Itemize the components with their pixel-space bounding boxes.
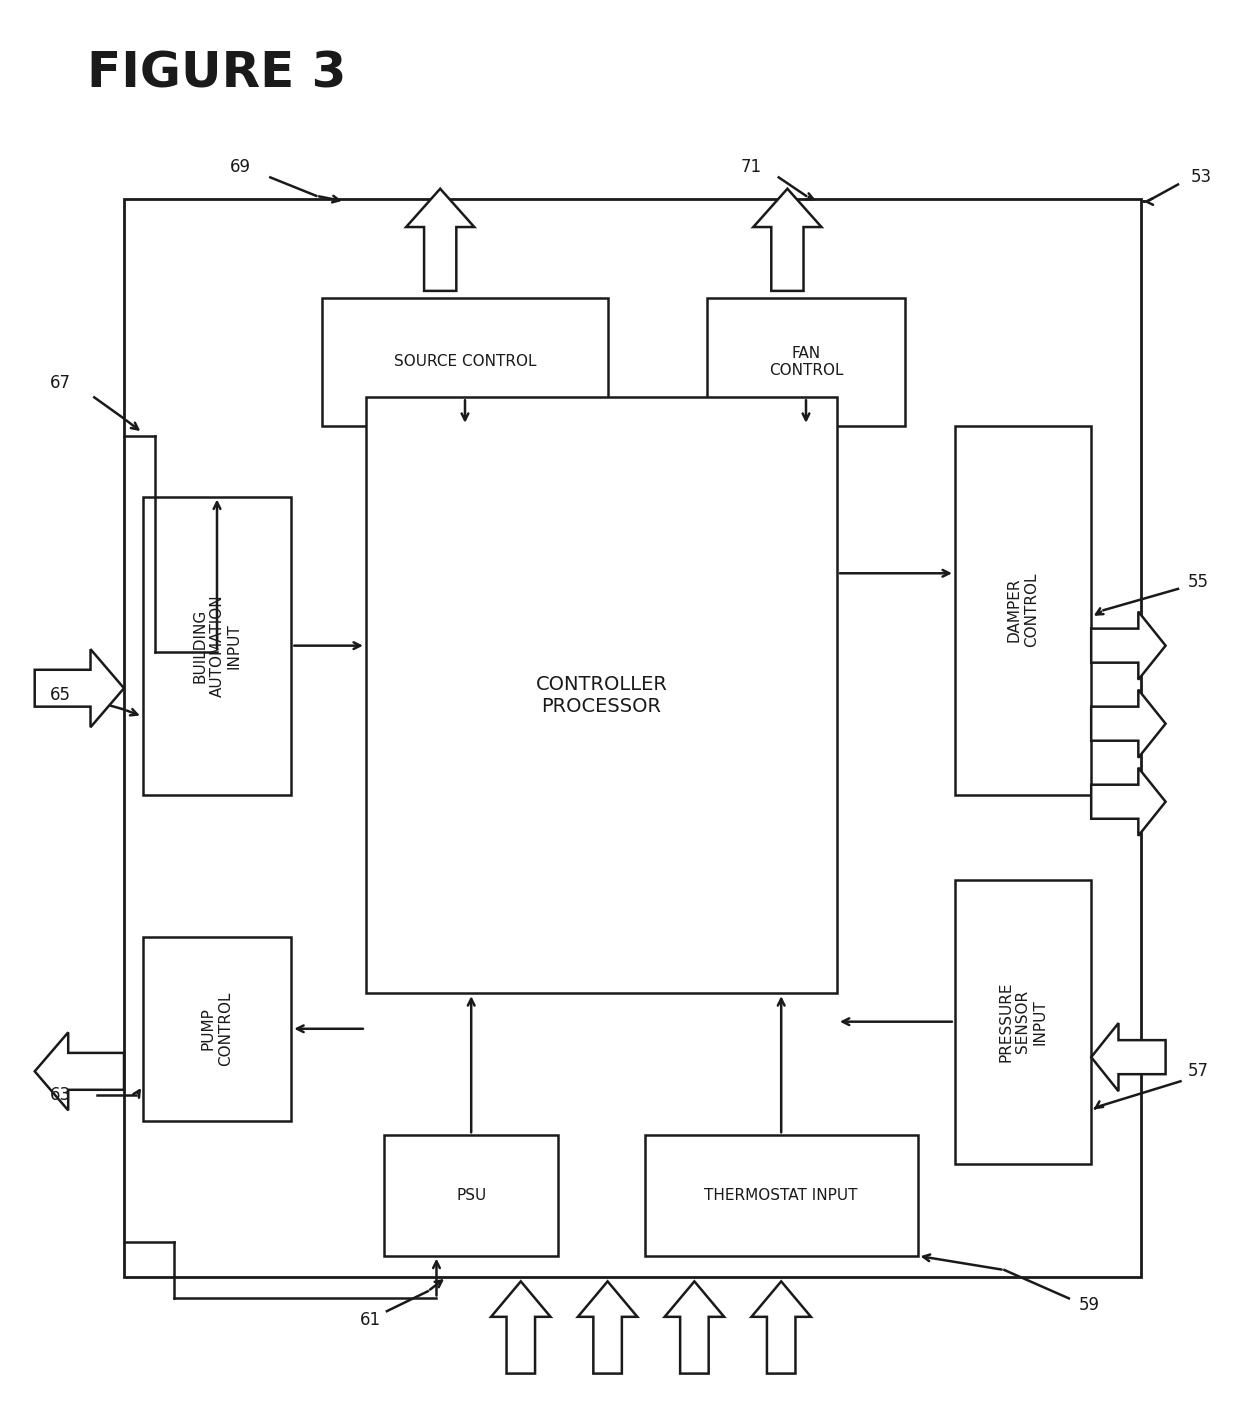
Text: BUILDING
AUTOMATION
INPUT: BUILDING AUTOMATION INPUT <box>192 595 242 697</box>
Polygon shape <box>754 189 821 291</box>
Polygon shape <box>665 1281 724 1374</box>
Text: DAMPER
CONTROL: DAMPER CONTROL <box>1007 573 1039 647</box>
FancyBboxPatch shape <box>384 1135 558 1256</box>
Text: PUMP
CONTROL: PUMP CONTROL <box>201 992 233 1066</box>
Polygon shape <box>1091 768 1166 836</box>
Text: PSU: PSU <box>456 1188 486 1203</box>
Text: THERMOSTAT INPUT: THERMOSTAT INPUT <box>704 1188 858 1203</box>
Text: 55: 55 <box>1188 573 1209 590</box>
FancyBboxPatch shape <box>707 298 905 426</box>
FancyBboxPatch shape <box>124 199 1141 1277</box>
Polygon shape <box>751 1281 811 1374</box>
Text: FAN
CONTROL: FAN CONTROL <box>769 346 843 377</box>
Text: 63: 63 <box>50 1087 71 1104</box>
Text: FIGURE 3: FIGURE 3 <box>87 50 346 98</box>
Polygon shape <box>491 1281 551 1374</box>
Polygon shape <box>578 1281 637 1374</box>
Text: 61: 61 <box>360 1311 381 1328</box>
Text: 71: 71 <box>740 159 761 176</box>
Polygon shape <box>1091 612 1166 680</box>
FancyBboxPatch shape <box>143 937 291 1121</box>
Text: CONTROLLER
PROCESSOR: CONTROLLER PROCESSOR <box>536 675 667 715</box>
Text: PRESSURE
SENSOR
INPUT: PRESSURE SENSOR INPUT <box>998 982 1048 1061</box>
FancyBboxPatch shape <box>955 880 1091 1164</box>
FancyBboxPatch shape <box>143 497 291 795</box>
Polygon shape <box>35 1033 124 1110</box>
Text: 59: 59 <box>1079 1297 1100 1314</box>
FancyBboxPatch shape <box>366 397 837 993</box>
Polygon shape <box>1091 1023 1166 1091</box>
Text: SOURCE CONTROL: SOURCE CONTROL <box>394 355 536 369</box>
FancyBboxPatch shape <box>955 426 1091 795</box>
Text: 69: 69 <box>229 159 250 176</box>
Text: 57: 57 <box>1188 1063 1209 1080</box>
FancyBboxPatch shape <box>645 1135 918 1256</box>
Polygon shape <box>405 189 474 291</box>
Text: 67: 67 <box>50 375 71 392</box>
FancyBboxPatch shape <box>322 298 608 426</box>
Text: 53: 53 <box>1190 169 1211 186</box>
Text: 65: 65 <box>50 687 71 704</box>
Polygon shape <box>35 650 124 727</box>
Polygon shape <box>1091 690 1166 758</box>
